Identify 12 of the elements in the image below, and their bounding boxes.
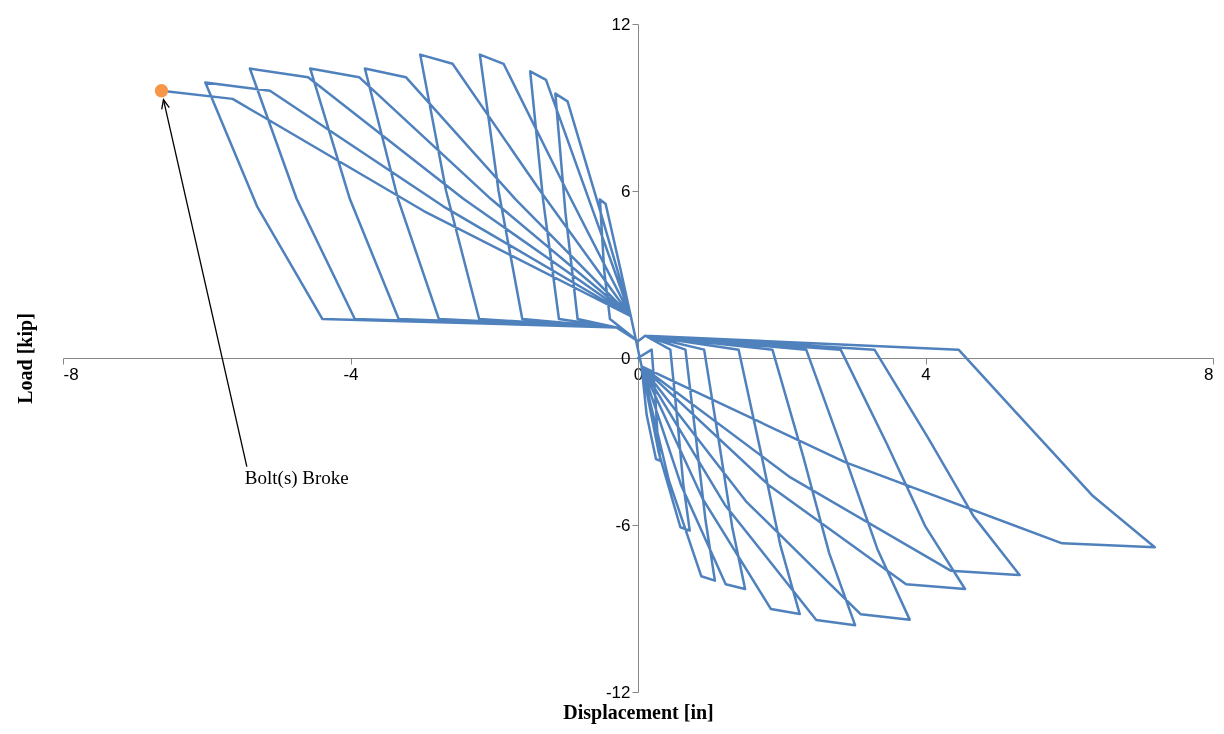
y-tick-label: 0	[621, 348, 631, 368]
x-tick-label: -4	[343, 364, 359, 384]
y-tick-label: 6	[621, 181, 631, 201]
y-axis-title: Load [kip]	[13, 313, 37, 404]
x-tick-label: 8	[1204, 364, 1214, 384]
x-tick-label: 4	[921, 364, 931, 384]
x-tick-label: -8	[63, 364, 79, 384]
x-axis-title: Displacement [in]	[563, 700, 714, 724]
annotation: Bolt(s) Broke	[244, 466, 349, 489]
y-tick-label: -6	[615, 515, 631, 535]
y-tick-label: 12	[611, 14, 631, 34]
y-tick-label: -12	[605, 682, 631, 702]
